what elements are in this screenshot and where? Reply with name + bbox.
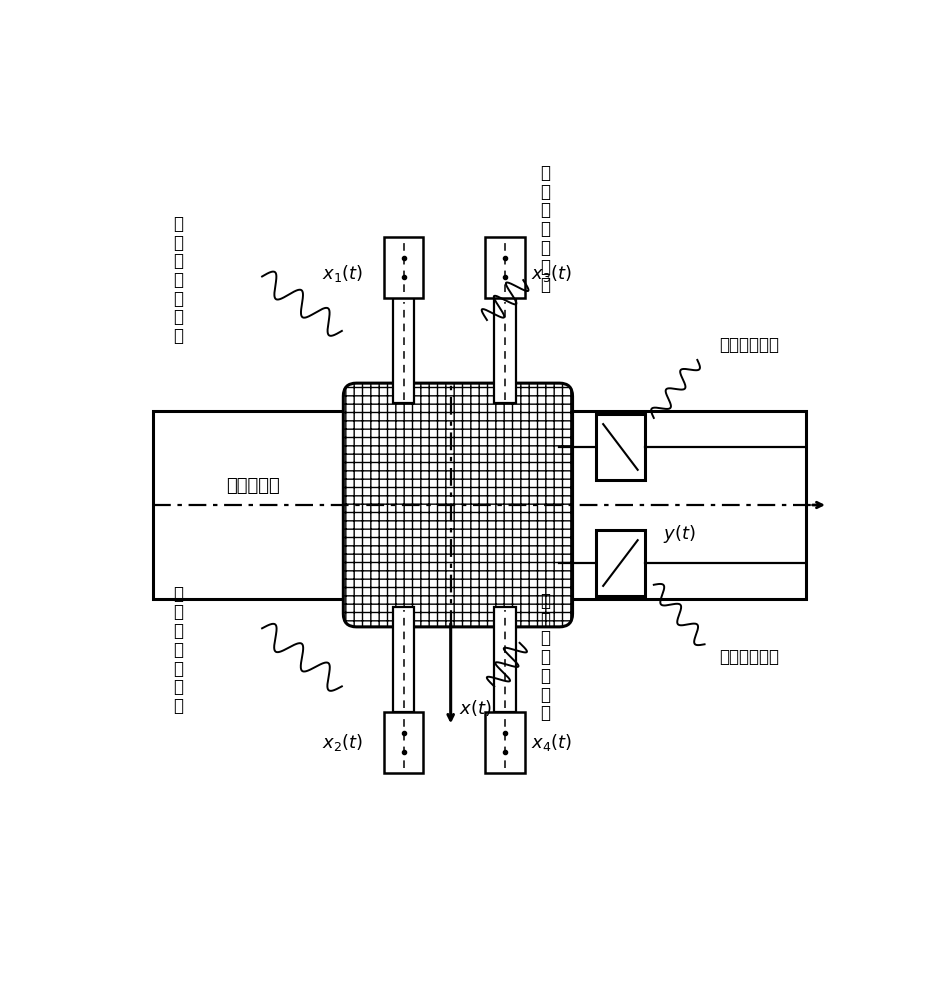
- Bar: [384, 237, 423, 298]
- Bar: [485, 712, 525, 773]
- Bar: [494, 298, 516, 403]
- Text: $x_4(t)$: $x_4(t)$: [531, 732, 572, 753]
- Text: $x_1(t)$: $x_1(t)$: [322, 263, 363, 284]
- Text: $x_2(t)$: $x_2(t)$: [322, 732, 363, 753]
- Bar: [393, 607, 415, 712]
- Text: 第一矫正档片: 第一矫正档片: [719, 336, 779, 354]
- Bar: [596, 530, 645, 596]
- Text: 第
四
末
端
执
行
器: 第 四 末 端 执 行 器: [540, 592, 550, 722]
- Text: $x_3(t)$: $x_3(t)$: [531, 263, 572, 284]
- Bar: [485, 237, 525, 298]
- Text: 矫正传输带: 矫正传输带: [226, 477, 280, 495]
- Text: 第
二
末
端
执
行
器: 第 二 末 端 执 行 器: [174, 585, 183, 715]
- Bar: [596, 414, 645, 480]
- Text: 第
一
末
端
执
行
器: 第 一 末 端 执 行 器: [174, 215, 183, 345]
- Bar: [384, 712, 423, 773]
- Text: 第二矫正档片: 第二矫正档片: [719, 648, 779, 666]
- Bar: [494, 607, 516, 712]
- Text: $y(t)$: $y(t)$: [663, 523, 695, 545]
- Text: 第
三
末
端
执
行
器: 第 三 末 端 执 行 器: [540, 164, 550, 294]
- Text: $x(t)$: $x(t)$: [460, 698, 492, 718]
- Bar: [393, 298, 415, 403]
- Bar: [154, 411, 806, 599]
- FancyBboxPatch shape: [344, 383, 573, 627]
